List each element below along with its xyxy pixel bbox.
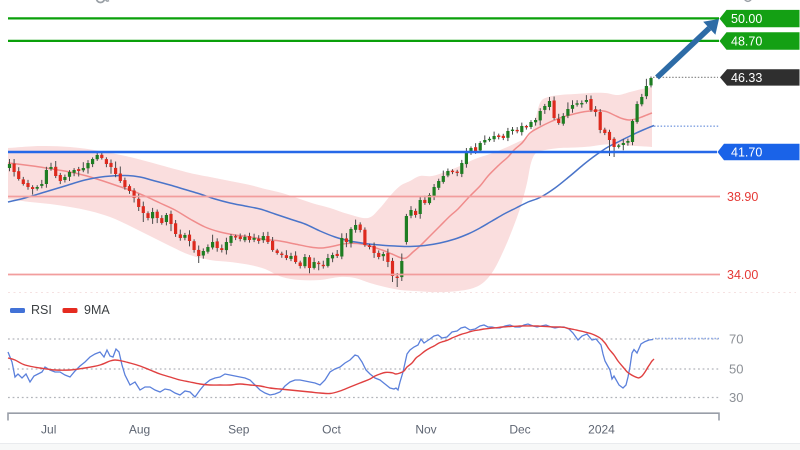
svg-text:9MA: 9MA	[84, 303, 110, 317]
svg-text:Dec: Dec	[509, 423, 530, 437]
svg-text:Aug: Aug	[129, 423, 150, 437]
svg-text:Jul: Jul	[41, 423, 56, 437]
svg-text:RSI: RSI	[31, 303, 52, 317]
svg-text:Sep: Sep	[228, 423, 250, 437]
svg-text:38.90: 38.90	[727, 190, 758, 204]
svg-text:Nov: Nov	[415, 423, 436, 437]
svg-text:34.00: 34.00	[727, 268, 758, 282]
svg-text:2024: 2024	[588, 423, 615, 437]
svg-text:41.70: 41.70	[731, 145, 762, 159]
svg-text:46.33: 46.33	[731, 71, 762, 85]
svg-text:30: 30	[729, 390, 743, 405]
svg-text:50: 50	[729, 362, 743, 377]
svg-text:Oct: Oct	[322, 423, 341, 437]
svg-text:70: 70	[729, 332, 743, 347]
svg-text:48.70: 48.70	[731, 34, 762, 48]
svg-text:50.00: 50.00	[731, 12, 762, 26]
